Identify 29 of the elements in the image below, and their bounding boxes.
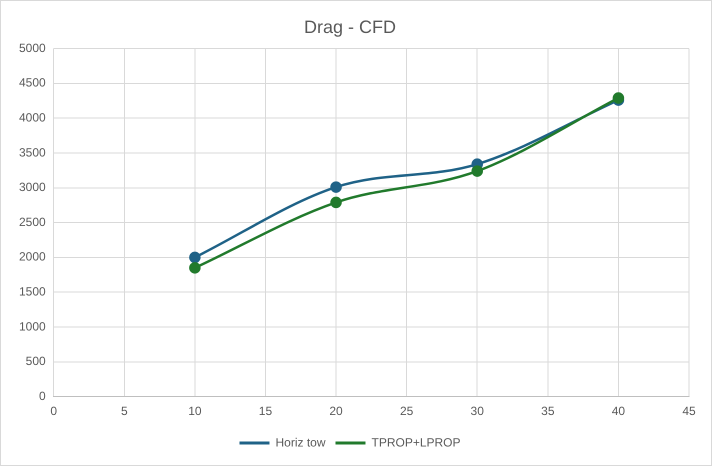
point bbox=[189, 252, 201, 264]
y-tick-label: 0 bbox=[39, 388, 46, 403]
point bbox=[471, 165, 483, 177]
point bbox=[330, 196, 342, 208]
y-tick-label: 1000 bbox=[18, 319, 46, 334]
x-tick-label: 30 bbox=[470, 404, 484, 418]
y-tick-label: 4000 bbox=[18, 110, 46, 125]
x-tick-label: 15 bbox=[258, 404, 272, 418]
x-tick-label: 35 bbox=[541, 404, 555, 418]
y-tick-label: 2000 bbox=[18, 250, 46, 264]
legend-label: Horiz tow bbox=[275, 435, 326, 450]
chart-title: Drag - CFD bbox=[304, 16, 396, 37]
x-tick-label: 0 bbox=[50, 404, 58, 418]
x-tick-label: 40 bbox=[612, 404, 626, 418]
point bbox=[189, 262, 201, 274]
y-tick-label: 3000 bbox=[18, 180, 46, 194]
x-tick-label: 45 bbox=[682, 404, 696, 418]
y-tick-label: 5000 bbox=[18, 40, 46, 55]
y-tick-label: 2500 bbox=[18, 214, 46, 229]
y-tick-label: 3500 bbox=[18, 145, 46, 160]
legend-label: TPROP+LPROP bbox=[371, 435, 461, 450]
x-tick-label: 10 bbox=[188, 404, 202, 418]
y-tick-label: 4500 bbox=[18, 76, 46, 90]
x-tick-label: 20 bbox=[329, 404, 344, 418]
x-tick-label: 5 bbox=[120, 404, 128, 418]
y-tick-label: 1500 bbox=[18, 284, 46, 299]
point bbox=[330, 181, 342, 193]
x-tick-label: 25 bbox=[400, 404, 414, 418]
y-tick-label: 500 bbox=[26, 354, 46, 368]
